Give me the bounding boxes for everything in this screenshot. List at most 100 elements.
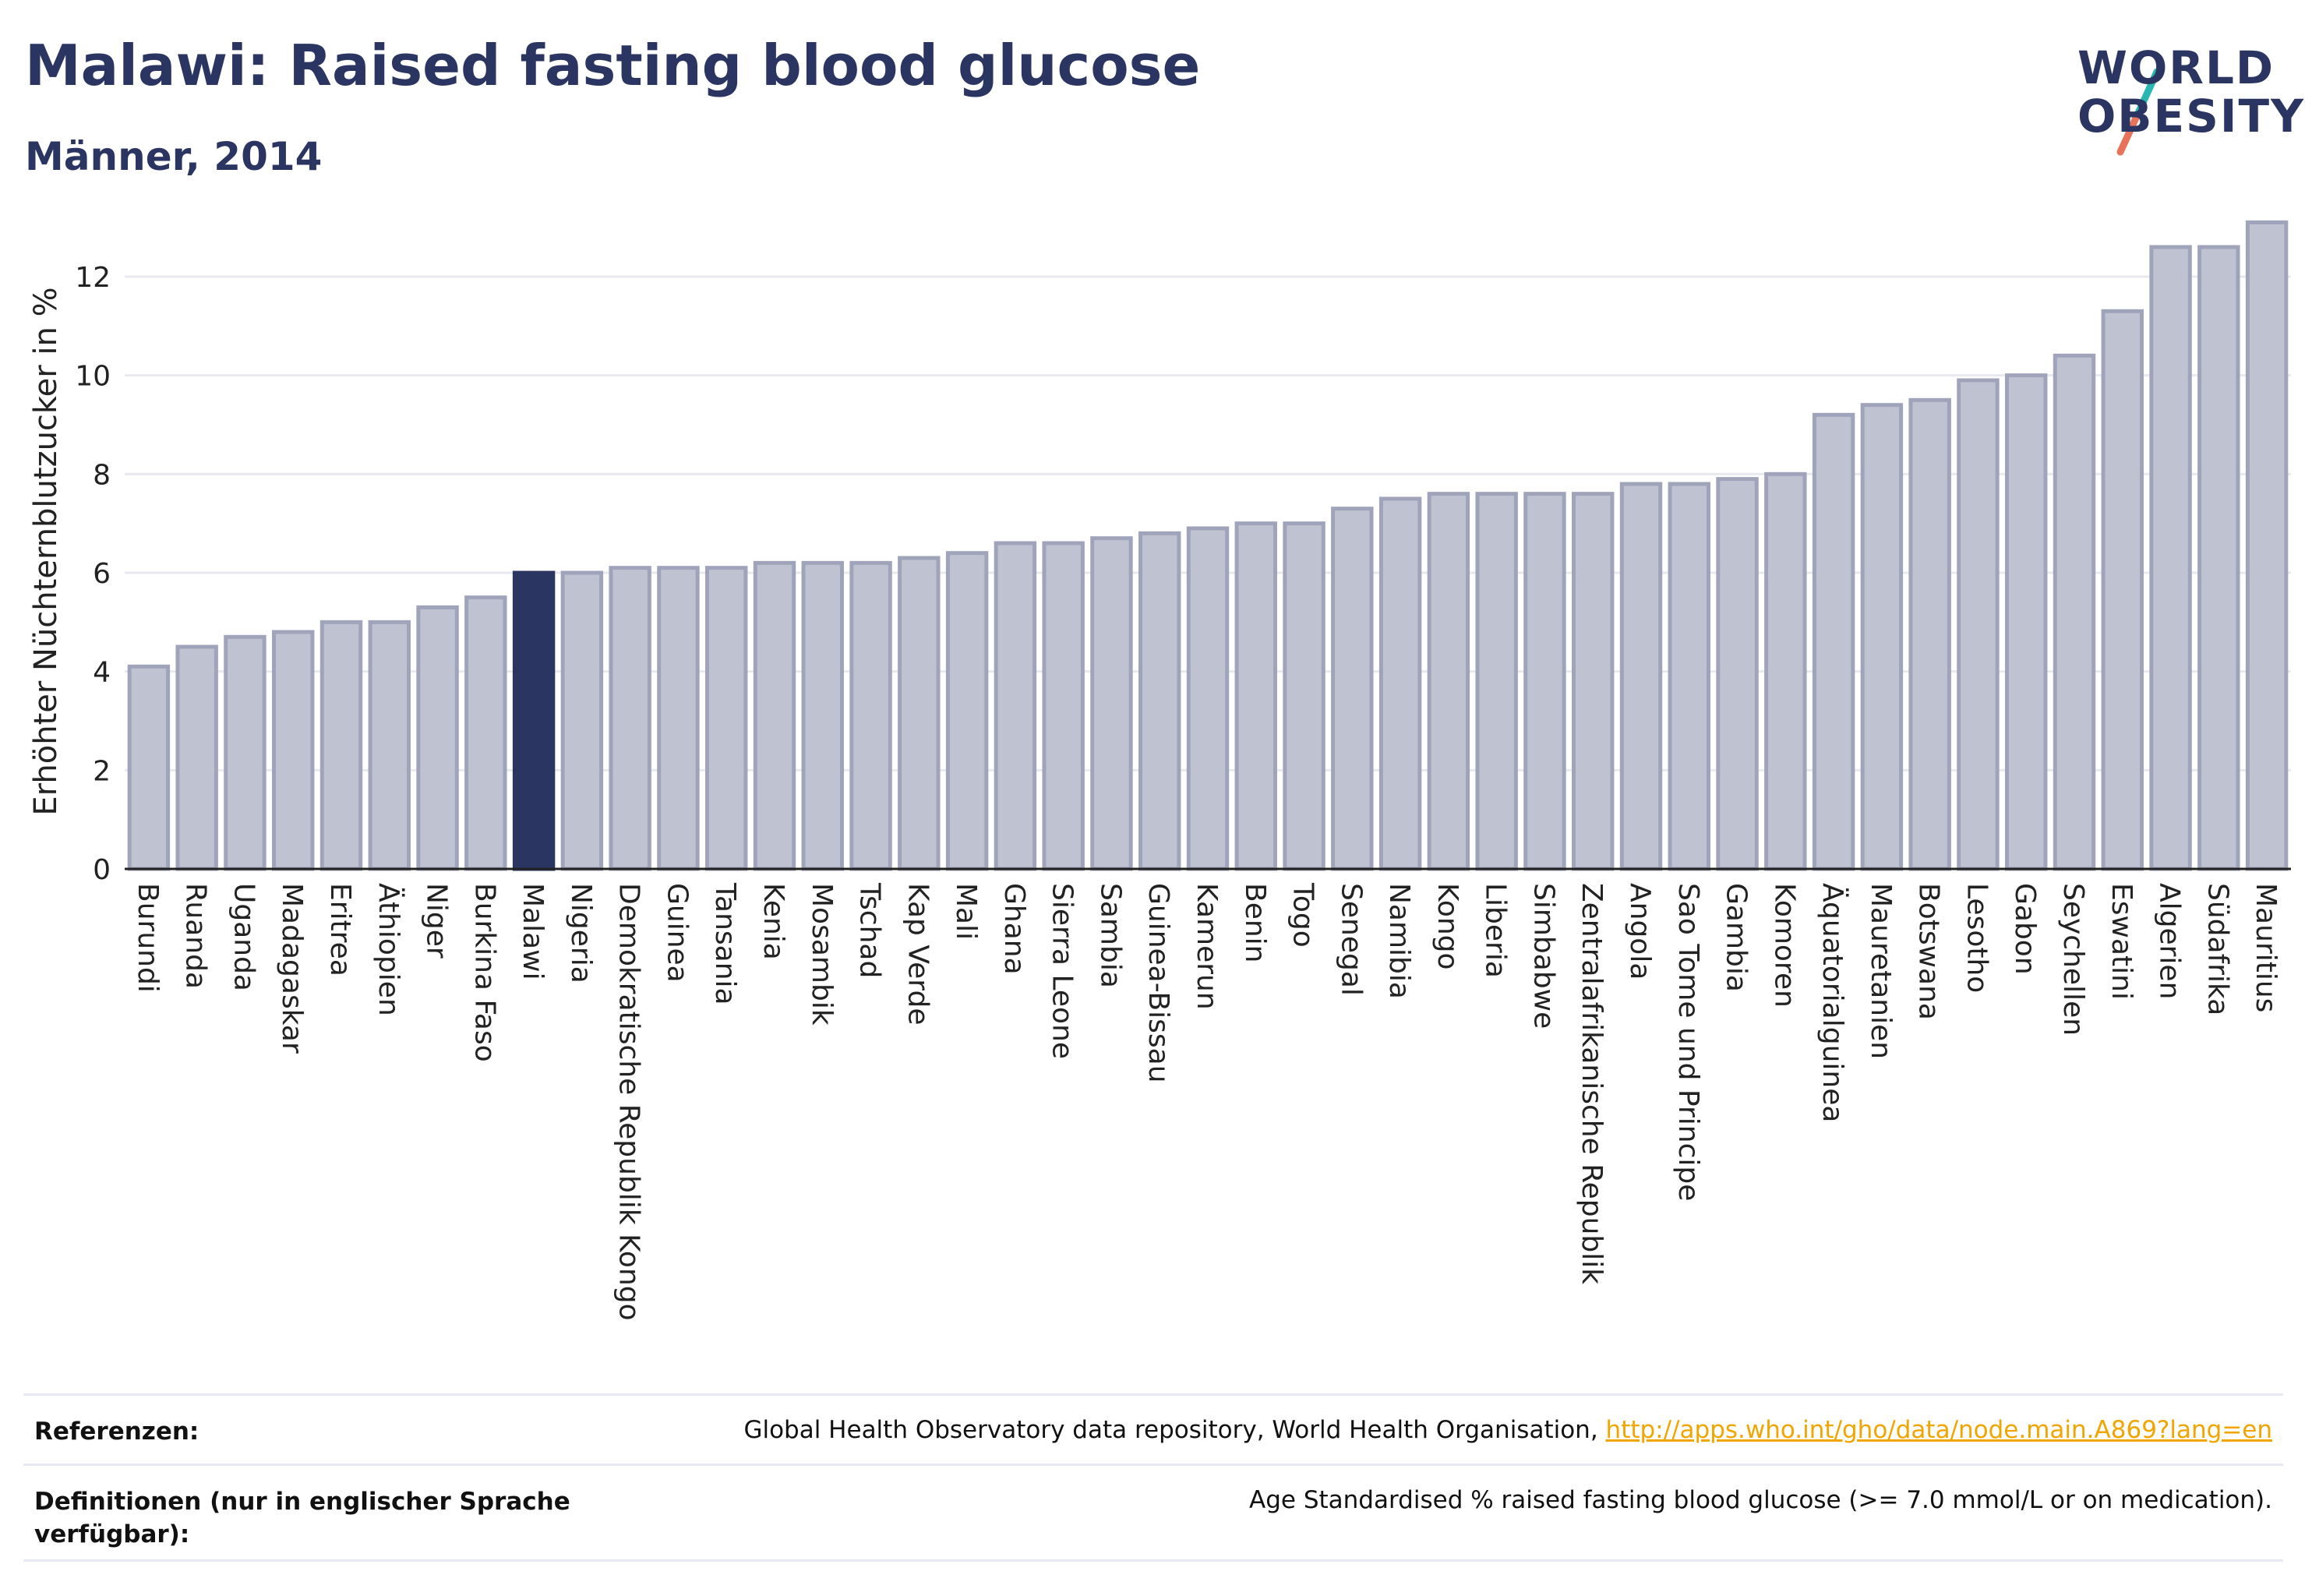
references-value: Global Health Observatory data repositor… [743, 1416, 2272, 1444]
bar [175, 644, 218, 871]
x-tick-label: Burundi [132, 883, 164, 993]
x-tick-label: Senegal [1335, 883, 1367, 996]
bar [560, 570, 604, 871]
definitions-value: Age Standardised % raised fasting blood … [1249, 1486, 2272, 1514]
x-tick-label: Gabon [2009, 883, 2041, 975]
bar [1812, 412, 1855, 871]
x-tick-label: Mali [950, 883, 982, 940]
bar [753, 560, 796, 871]
bar [1378, 496, 1422, 871]
bar [416, 605, 459, 871]
x-tick-label: Benin [1239, 883, 1271, 962]
bar [1572, 492, 1615, 871]
bar-chart: 0 2 4 6 8 10 12 Erhöhter Nüchternblutzucker in … [28, 220, 2291, 1321]
x-tick-label: Angola [1624, 883, 1656, 980]
bar [1860, 403, 1904, 871]
x-tick-label: Mosambik [806, 883, 838, 1026]
bar [224, 634, 267, 871]
y-tick-label: 0 [93, 854, 111, 886]
bar [898, 556, 941, 871]
x-tick-label: Madagaskar [276, 883, 308, 1054]
x-tick-label: Tschad [854, 882, 886, 978]
references-text: Global Health Observatory data repositor… [743, 1416, 1606, 1444]
bar [464, 595, 507, 871]
bar [1186, 526, 1230, 871]
x-tick-label: Niger [421, 883, 453, 959]
bar [127, 664, 171, 871]
bar [2053, 353, 2096, 871]
bar [705, 566, 748, 871]
reference-table: Referenzen: Global Health Observatory da… [23, 1393, 2283, 1562]
x-tick-label: Demokratische Republik Kongo [613, 883, 645, 1321]
page-title: Malawi: Raised fasting blood glucose [25, 33, 1201, 98]
y-tick-label: 10 [75, 361, 111, 393]
y-tick-label: 6 [93, 558, 111, 590]
x-tick-label: Kongo [1431, 883, 1463, 970]
x-tick-label: Zentralafrikanische Republik [1576, 883, 1608, 1284]
bar [2149, 245, 2192, 871]
x-tick-label: Togo [1287, 882, 1319, 948]
x-tick-label: Botswana [1913, 883, 1945, 1020]
definitions-row: Definitionen (nur in englischer Sprache … [23, 1464, 2283, 1562]
y-tick-label: 12 [75, 262, 111, 294]
bar [1283, 521, 1325, 871]
bar [1138, 531, 1181, 871]
x-tick-label: Sambia [1094, 883, 1126, 988]
bar [319, 620, 363, 871]
bar [2245, 220, 2289, 871]
bar [2197, 245, 2240, 871]
x-tick-label: Guinea [661, 883, 693, 983]
bar [1475, 492, 1518, 871]
x-tick-label: Tansania [709, 882, 741, 1005]
bar [1668, 482, 1710, 871]
bar [1042, 541, 1085, 871]
references-row: Referenzen: Global Health Observatory da… [23, 1393, 2283, 1464]
x-tick-label: Kap Verde [902, 883, 934, 1025]
x-tick-label: Mauritius [2250, 883, 2282, 1012]
bar [1090, 536, 1133, 871]
x-tick-label: Sao Tome und Principe [1672, 883, 1704, 1201]
bar [1234, 521, 1277, 871]
x-tick-label: Guinea-Bissau [1142, 883, 1174, 1083]
x-tick-label: Eswatini [2106, 883, 2137, 1000]
bar [2005, 373, 2048, 871]
x-tick-label: Gambia [1721, 883, 1753, 992]
references-label: Referenzen: [34, 1418, 199, 1446]
x-tick-label: Simbabwe [1527, 883, 1559, 1029]
bar [1716, 477, 1759, 871]
x-tick-label: Seychellen [2057, 883, 2089, 1036]
x-tick-label: Malawi [517, 883, 549, 980]
world-obesity-logo: WORLD OBESITY [2038, 23, 2303, 164]
bar [657, 566, 700, 871]
bar [2101, 309, 2144, 871]
bar [609, 566, 651, 871]
y-tick-label: 4 [93, 657, 111, 689]
x-tick-label: Sierra Leone [1047, 883, 1078, 1059]
x-tick-label: Komoren [1768, 883, 1800, 1008]
x-tick-label: Ruanda [180, 883, 212, 989]
bar [849, 560, 892, 871]
y-tick-label: 2 [93, 755, 111, 787]
y-axis-label: Erhöhter Nüchternblutzucker in % [28, 287, 64, 815]
x-tick-label: Südafrika [2201, 883, 2233, 1015]
x-tick-label: Namibia [1383, 883, 1415, 999]
bar-highlight [512, 570, 556, 871]
bar [272, 630, 315, 871]
x-tick-label: Mauretanien [1865, 883, 1897, 1059]
bar [1957, 378, 2000, 871]
bar [1908, 397, 1951, 871]
bar [1427, 492, 1470, 871]
x-tick-label: Nigeria [565, 883, 597, 983]
page-subtitle: Männer, 2014 [25, 134, 323, 179]
references-link[interactable]: http://apps.who.int/gho/data/node.main.A… [1605, 1416, 2272, 1444]
bar [994, 541, 1037, 871]
x-tick-label: Lesotho [1961, 883, 1993, 993]
x-tick-label: Liberia [1480, 883, 1512, 978]
y-tick-label: 8 [93, 459, 111, 491]
x-tick-label: Kenia [757, 883, 789, 960]
x-tick-label: Algerien [2154, 883, 2186, 999]
bar [1523, 492, 1566, 871]
bar [1764, 471, 1807, 871]
x-tick-label: Burkina Faso [468, 883, 500, 1062]
bar [945, 551, 989, 871]
